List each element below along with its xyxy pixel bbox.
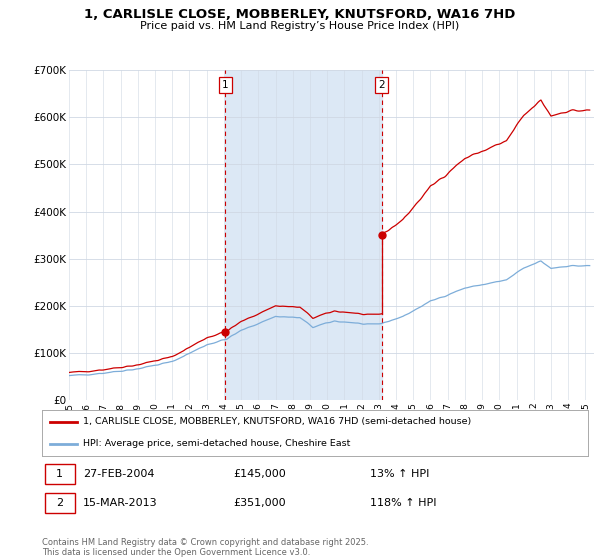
Text: 2: 2 [379,80,385,90]
Text: £145,000: £145,000 [233,469,286,479]
Text: HPI: Average price, semi-detached house, Cheshire East: HPI: Average price, semi-detached house,… [83,439,350,448]
Text: £351,000: £351,000 [233,498,286,508]
Bar [45,464,75,484]
Bar [226,70,382,400]
Bar [45,493,75,514]
Text: 1: 1 [56,469,63,479]
Text: Contains HM Land Registry data © Crown copyright and database right 2025.
This d: Contains HM Land Registry data © Crown c… [42,538,368,557]
Text: 15-MAR-2013: 15-MAR-2013 [83,498,158,508]
Text: 13% ↑ HPI: 13% ↑ HPI [370,469,429,479]
Text: 1: 1 [222,80,229,90]
Text: 2: 2 [56,498,63,508]
Text: 1, CARLISLE CLOSE, MOBBERLEY, KNUTSFORD, WA16 7HD: 1, CARLISLE CLOSE, MOBBERLEY, KNUTSFORD,… [85,8,515,21]
Text: Price paid vs. HM Land Registry’s House Price Index (HPI): Price paid vs. HM Land Registry’s House … [140,21,460,31]
Text: 118% ↑ HPI: 118% ↑ HPI [370,498,436,508]
Text: 27-FEB-2004: 27-FEB-2004 [83,469,154,479]
Text: 1, CARLISLE CLOSE, MOBBERLEY, KNUTSFORD, WA16 7HD (semi-detached house): 1, CARLISLE CLOSE, MOBBERLEY, KNUTSFORD,… [83,417,471,427]
